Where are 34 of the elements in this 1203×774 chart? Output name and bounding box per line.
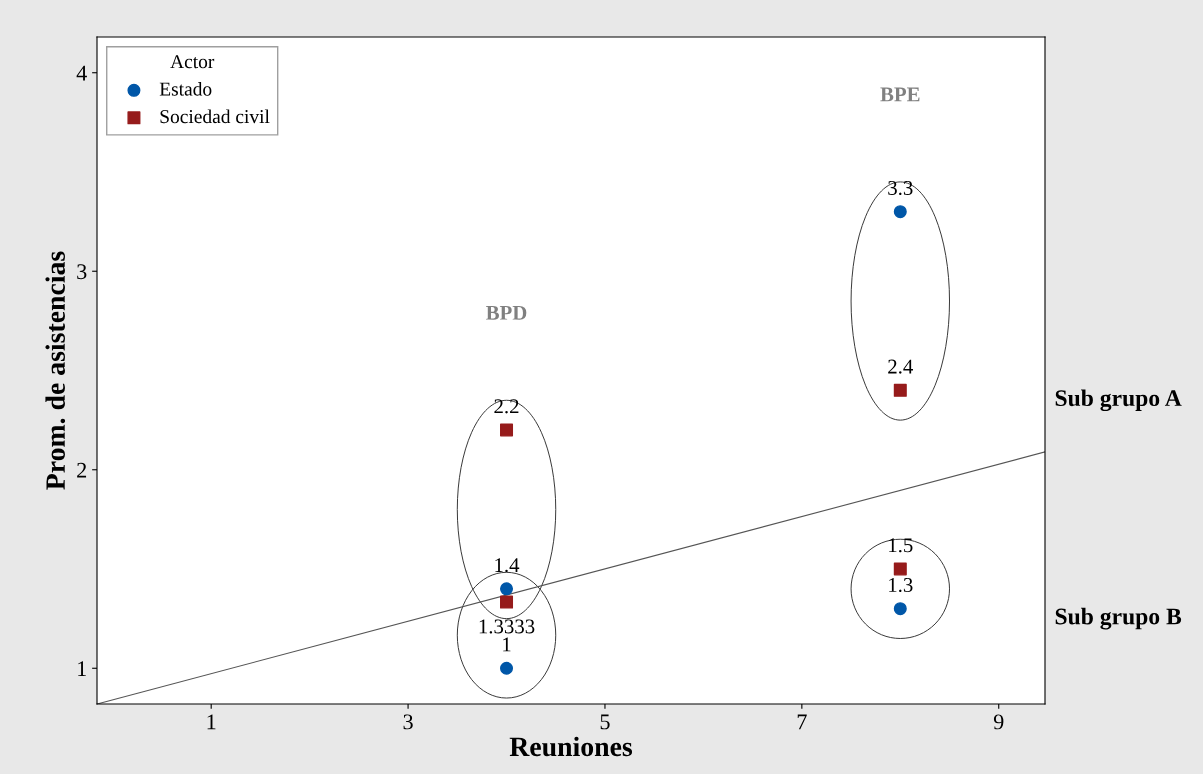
x-tick-label: 1: [207, 714, 216, 730]
data-label: 2.4: [888, 359, 913, 374]
y-tick-label: 4: [76, 65, 87, 81]
legend-label: Sociedad civil: [160, 109, 270, 124]
text: Sub grupo A: [1055, 389, 1182, 412]
data-label: 1.3: [889, 577, 913, 593]
data-label: 3.3: [888, 180, 913, 196]
x-tick-label: 7: [797, 714, 807, 730]
y-tick-label: 1: [78, 661, 86, 676]
point: [893, 602, 907, 616]
annotation: BPE: [880, 87, 920, 102]
point: [500, 595, 514, 609]
point: [500, 582, 514, 596]
point: [500, 661, 514, 675]
y-axis-title: Prom. de asistencias: [45, 251, 66, 490]
x-tick-label: 9: [993, 714, 1004, 730]
legend-title: Actor: [170, 55, 215, 69]
point: [893, 205, 907, 219]
data-label: 1: [503, 637, 511, 652]
point: [893, 562, 907, 576]
data-label: 1.3333: [479, 619, 535, 634]
data-label: 2.2: [494, 399, 519, 414]
data-label: 1.4: [495, 558, 520, 573]
x-tick-label: 3: [403, 714, 413, 730]
point: [500, 423, 514, 437]
annotation: BPD: [486, 305, 527, 320]
legend-label: Estado: [159, 81, 212, 96]
x-axis-title: Reuniones: [509, 736, 633, 757]
text: Sub grupo B: [1055, 607, 1182, 630]
x-tick-label: 5: [600, 714, 610, 730]
y-tick-label: 2: [77, 462, 87, 478]
y-tick-label: 3: [77, 264, 87, 280]
point: [893, 383, 907, 397]
data-label: 1.5: [889, 538, 913, 553]
